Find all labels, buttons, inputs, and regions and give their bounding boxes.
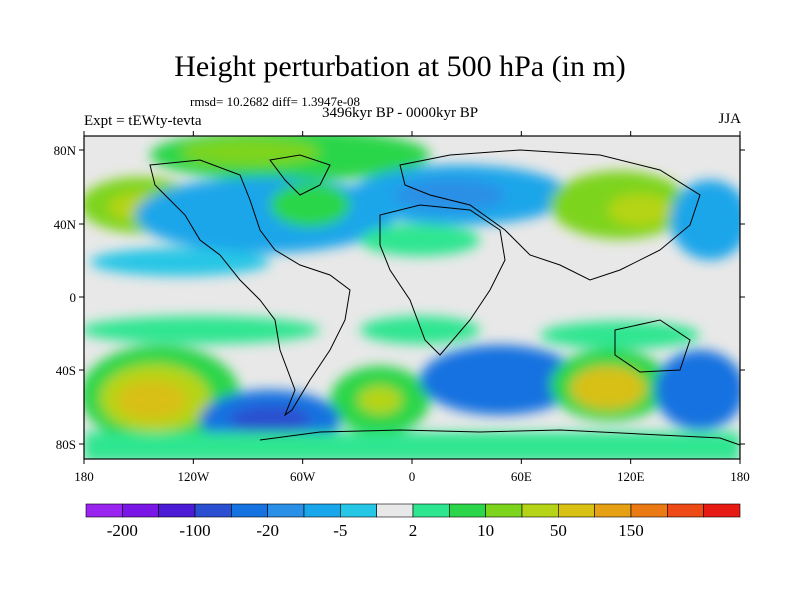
colorbar-swatch (630, 503, 668, 518)
colorbar-swatch (485, 503, 523, 518)
colorbar-label: -20 (256, 521, 279, 540)
lon-label: 60W (290, 469, 316, 484)
colorbar: -200 -100 -20 -5 2 10 50 150 (85, 503, 741, 540)
colorbar-label: 2 (409, 521, 418, 540)
colorbar-label: 10 (477, 521, 494, 540)
lon-label: 120W (177, 469, 210, 484)
field-blob (230, 406, 310, 434)
colorbar-label: -5 (333, 521, 347, 540)
colorbar-swatch (521, 503, 559, 518)
colorbar-swatch (412, 503, 450, 518)
chart-title: Height perturbation at 500 hPa (in m) (174, 50, 626, 83)
field-blob (270, 183, 350, 227)
contour-field (84, 136, 740, 459)
colorbar-label: -100 (179, 521, 210, 540)
field-blob (570, 366, 646, 410)
colorbar-swatch (558, 503, 595, 518)
field-blob (608, 194, 672, 226)
lat-label: 40S (56, 363, 76, 378)
coastline-americas (149, 159, 351, 417)
colorbar-swatch (594, 503, 632, 518)
lon-label: 60E (511, 469, 532, 484)
colorbar-swatch (449, 503, 486, 518)
colorbar-swatch (303, 503, 341, 518)
field-blob (420, 345, 580, 415)
colorbar-swatch (667, 503, 704, 518)
coastline-greenland (269, 154, 331, 196)
field-blob (360, 316, 480, 344)
season-label: JJA (718, 111, 741, 127)
longitude-axis: 180 120W 60W 0 60E 120E 180 (74, 131, 750, 484)
coastline-antarctica (259, 429, 740, 446)
field-blob (84, 432, 740, 459)
colorbar-swatch (340, 503, 377, 518)
lat-label: 40N (54, 217, 77, 232)
latitude-axis: 80N 40N 0 40S 80S (54, 143, 745, 452)
experiment-label: Expt = tEWty-tevta (84, 113, 202, 129)
field-blob (90, 248, 270, 276)
field-blob (180, 138, 320, 166)
field-blob (395, 179, 505, 211)
lon-label: 180 (74, 469, 94, 484)
lat-label: 0 (70, 290, 77, 305)
coastline-africa (379, 204, 506, 356)
colorbar-swatch (267, 503, 305, 518)
field-blob (540, 321, 700, 349)
colorbar-swatch (703, 503, 741, 518)
colorbar-swatch (231, 503, 268, 518)
field-blob (360, 224, 480, 256)
colorbar-swatch (158, 503, 196, 518)
coastlines (149, 149, 740, 446)
field-blob (84, 316, 320, 344)
lat-label: 80N (54, 143, 77, 158)
colorbar-label: 150 (618, 521, 644, 540)
rmsd-stats: rmsd= 10.2682 diff= 1.3947e-08 (190, 94, 361, 109)
coastline-eurasia (399, 149, 701, 281)
lon-label: 120E (617, 469, 645, 484)
colorbar-swatch (194, 503, 232, 518)
field-blob (358, 386, 402, 414)
coastline-australia (614, 319, 691, 373)
lat-label: 80S (56, 437, 76, 452)
field-blob (117, 380, 187, 420)
field-blob (670, 180, 740, 260)
colorbar-label: -200 (107, 521, 138, 540)
lon-label: 180 (730, 469, 750, 484)
colorbar-swatch (85, 503, 123, 518)
colorbar-swatch (122, 503, 159, 518)
colorbar-swatch (376, 503, 414, 518)
field-blob (655, 350, 740, 430)
colorbar-label: 50 (550, 521, 567, 540)
period-label: 3496kyr BP - 0000kyr BP (322, 105, 479, 121)
lon-label: 0 (409, 469, 416, 484)
